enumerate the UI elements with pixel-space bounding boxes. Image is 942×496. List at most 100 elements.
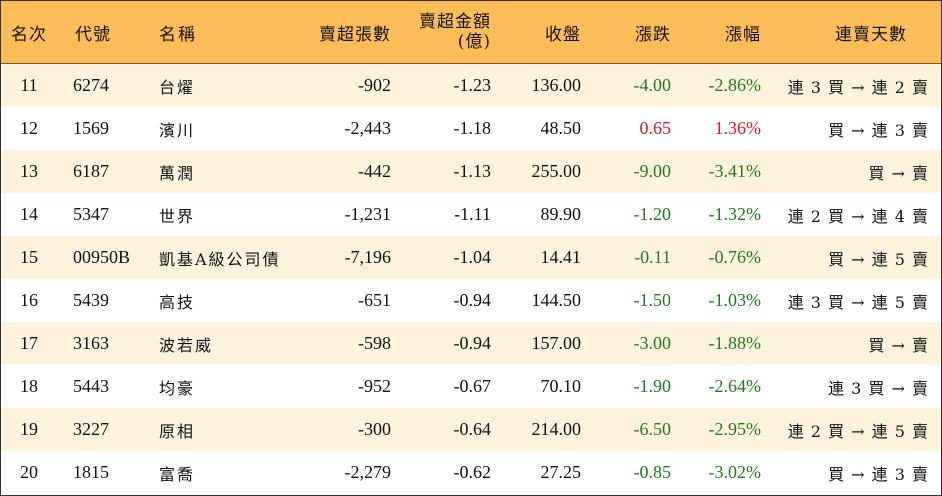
sell-shares-cell: -598 [358,333,391,353]
name-cell: 均豪 [159,378,196,398]
sell-shares-cell: -442 [358,161,391,181]
table-row: 20 1815 富喬 -2,279 -0.62 27.25 -0.85 -3.02% 買 → 連… [1,451,941,494]
change-cell: -4.00 [633,75,672,95]
sell-amount-cell: -0.67 [453,376,492,396]
close-cell: 157.00 [531,333,582,353]
sell-shares-cell: -952 [358,376,391,396]
close-cell: 89.90 [540,204,582,224]
rank-cell: 12 [20,118,38,138]
header-sell-days: 連賣天數 [835,24,907,45]
header-code: 代號 [75,24,111,45]
change-cell: -0.85 [633,462,672,482]
table-header: 名次 代號 名稱 賣超張數 賣超金額 (億) 收盤 漲跌 漲幅 連賣天數 [1,1,941,64]
table-row: 11 6274 台燿 -902 -1.23 136.00 -4.00 -2.86% 連 3 買 … [1,64,941,107]
change-pct-cell: -3.02% [708,462,762,482]
change-pct-cell: -3.41% [708,161,762,181]
header-sell-amount: 賣超金額 (億) [391,1,491,63]
table-row: 16 5439 高技 -651 -0.94 144.50 -1.50 -1.03% 連 3 買 … [1,279,941,322]
table-row: 13 6187 萬潤 -442 -1.13 255.00 -9.00 -3.41% 買 → 賣 [1,150,941,193]
rank-cell: 15 [20,247,38,267]
rank-cell: 17 [20,333,38,353]
change-pct-cell: -1.03% [708,290,762,310]
sell-shares-cell: -651 [358,290,391,310]
sell-days-cell: 買 → 賣 [868,163,929,183]
name-cell: 富喬 [159,464,196,484]
code-cell: 3227 [73,419,109,439]
close-cell: 144.50 [531,290,582,310]
name-cell: 凱基A級公司債 [159,249,281,269]
name-cell: 波若威 [159,335,214,355]
change-cell: -1.20 [633,204,672,224]
change-cell: -1.50 [633,290,672,310]
name-cell: 萬潤 [159,163,196,183]
name-cell: 原相 [159,421,196,441]
rank-cell: 13 [20,161,38,181]
rank-cell: 19 [20,419,38,439]
name-cell: 濱川 [159,120,196,140]
sell-amount-cell: -1.23 [453,75,492,95]
close-cell: 136.00 [531,75,582,95]
sell-amount-cell: -1.04 [453,247,492,267]
header-rank: 名次 [11,24,47,45]
change-pct-cell: 1.36% [714,118,762,138]
sell-shares-cell: -300 [358,419,391,439]
header-sell-amount-label: 賣超金額 [419,12,491,32]
header-change-pct: 漲幅 [725,24,761,45]
sell-days-cell: 連 3 買 → 連 5 賣 [787,292,929,312]
sell-days-cell: 連 2 買 → 連 4 賣 [787,206,929,226]
change-cell: -1.90 [633,376,672,396]
code-cell: 00950B [73,247,131,267]
sell-shares-cell: -7,196 [344,247,392,267]
code-cell: 1569 [73,118,109,138]
name-cell: 世界 [159,206,196,226]
change-pct-cell: -2.95% [708,419,762,439]
code-cell: 6187 [73,161,109,181]
sell-days-cell: 連 3 買 → 賣 [828,378,929,398]
sell-days-cell: 買 → 連 3 賣 [828,120,929,140]
rank-cell: 16 [20,290,38,310]
close-cell: 70.10 [540,376,582,396]
change-pct-cell: -0.76% [708,247,762,267]
header-sell-amount-unit: (億) [457,32,491,52]
code-cell: 3163 [73,333,109,353]
sell-shares-cell: -2,443 [344,118,392,138]
code-cell: 6274 [73,75,109,95]
code-cell: 5347 [73,204,109,224]
table-row: 14 5347 世界 -1,231 -1.11 89.90 -1.20 -1.32% 連 2 買… [1,193,941,236]
table-row: 12 1569 濱川 -2,443 -1.18 48.50 0.65 1.36% 買 → 連 3… [1,107,941,150]
change-pct-cell: -2.64% [708,376,762,396]
sell-shares-cell: -1,231 [344,204,392,224]
table-row: 15 00950B 凱基A級公司債 -7,196 -1.04 14.41 -0.11 -0.7… [1,236,941,279]
header-name: 名稱 [159,24,197,45]
sell-amount-cell: -1.11 [454,204,491,224]
name-cell: 高技 [159,292,196,312]
sell-days-cell: 買 → 連 5 賣 [828,249,929,269]
rank-cell: 14 [20,204,38,224]
rank-cell: 20 [20,462,38,482]
close-cell: 48.50 [540,118,582,138]
rank-cell: 18 [20,376,38,396]
header-close: 收盤 [545,24,581,45]
sell-amount-cell: -0.64 [453,419,492,439]
code-cell: 5443 [73,376,109,396]
code-cell: 5439 [73,290,109,310]
header-change: 漲跌 [635,24,671,45]
rank-cell: 11 [20,75,38,95]
table-row: 19 3227 原相 -300 -0.64 214.00 -6.50 -2.95% 連 2 買 … [1,408,941,451]
close-cell: 214.00 [531,419,582,439]
sell-amount-cell: -0.62 [453,462,492,482]
change-pct-cell: -1.88% [708,333,762,353]
header-sell-shares: 賣超張數 [319,24,391,45]
change-pct-cell: -2.86% [708,75,762,95]
sell-amount-cell: -0.94 [453,290,492,310]
sell-days-cell: 連 3 買 → 連 2 賣 [787,77,929,97]
sell-amount-cell: -1.13 [453,161,492,181]
table-row: 17 3163 波若威 -598 -0.94 157.00 -3.00 -1.88% 買 → 賣 [1,322,941,365]
name-cell: 台燿 [159,77,196,97]
close-cell: 255.00 [531,161,582,181]
close-cell: 27.25 [540,462,582,482]
sell-shares-cell: -902 [358,75,391,95]
change-cell: 0.65 [639,118,672,138]
change-pct-cell: -1.32% [708,204,762,224]
